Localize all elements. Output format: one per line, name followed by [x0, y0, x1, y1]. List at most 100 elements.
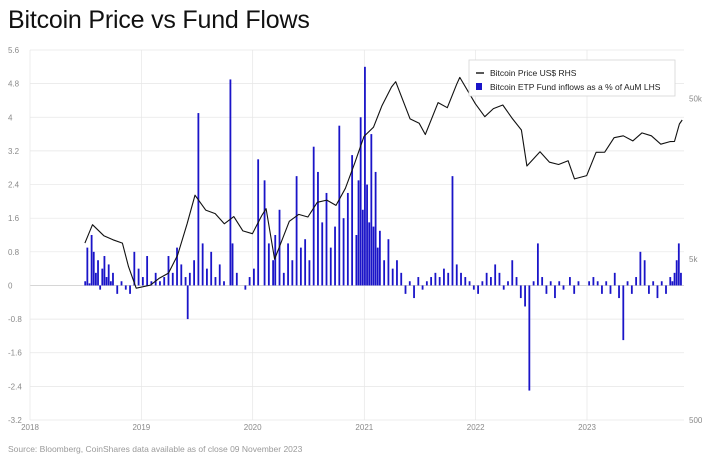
flow-bar: [609, 285, 612, 294]
flow-bar: [312, 146, 315, 286]
flow-bar: [342, 218, 345, 286]
flow-bar: [532, 281, 535, 286]
x-axis: 2018 2019 2020 2021 2022 2023: [21, 423, 596, 432]
flow-bar: [669, 277, 672, 286]
flow-bar: [272, 260, 275, 286]
flow-bar: [481, 281, 484, 286]
flow-bar: [92, 251, 95, 286]
flow-bar: [299, 247, 302, 286]
flow-bar: [201, 243, 204, 286]
flow-bar: [592, 277, 595, 286]
flow-bar: [515, 277, 518, 286]
legend-label-price: Bitcoin Price US$ RHS: [490, 68, 577, 78]
flow-bar: [321, 222, 324, 286]
right-axis: 50k 5k 500: [689, 94, 703, 425]
flow-bar: [387, 239, 390, 286]
flow-bar: [317, 171, 319, 286]
flow-bar: [366, 184, 368, 286]
flow-bar: [626, 281, 629, 286]
x-tick-label: 2021: [355, 423, 373, 432]
flow-bar: [171, 272, 174, 286]
flow-bar: [137, 268, 140, 286]
flow-bar: [490, 277, 492, 286]
flow-bar: [528, 285, 531, 391]
flow-bar: [507, 281, 509, 286]
flow-bar: [186, 285, 189, 320]
flow-bar: [252, 268, 255, 286]
flow-bar: [378, 230, 381, 286]
flow-bar: [99, 285, 102, 290]
flow-bar: [396, 260, 398, 286]
flow-bar: [502, 285, 505, 290]
legend-box: [468, 59, 676, 97]
flow-bar: [485, 272, 488, 286]
x-tick-label: 2023: [578, 423, 596, 432]
flow-bar: [180, 264, 183, 286]
flow-bar: [417, 277, 420, 286]
flow-bar: [274, 235, 277, 286]
flow-bar: [368, 222, 371, 286]
flow-bar: [163, 277, 166, 286]
flow-bar: [263, 180, 266, 286]
flow-bar: [329, 247, 332, 286]
flow-bar: [291, 260, 294, 286]
flow-bar: [639, 251, 642, 286]
flow-bar: [154, 272, 157, 286]
left-tick-label: -3.2: [8, 416, 22, 425]
flow-bar: [105, 277, 108, 286]
flow-bar: [430, 277, 433, 286]
left-tick-label: -0.8: [8, 315, 22, 324]
flow-bar: [618, 285, 620, 299]
flow-bars: [84, 66, 682, 391]
flow-bar: [400, 272, 403, 286]
flow-bar: [545, 285, 548, 294]
flow-bar: [554, 285, 556, 299]
left-axis: 5.6 4.8 4 3.2 2.4 1.6 0.8 0 -0.8 -1.6 -2.4 -3.2: [8, 46, 22, 425]
flow-bar: [596, 281, 599, 286]
flow-bar: [88, 283, 91, 286]
flow-bar: [558, 281, 561, 286]
x-tick-label: 2020: [244, 423, 262, 432]
flow-bar: [613, 272, 616, 286]
flow-bar: [248, 277, 251, 286]
right-tick-label: 5k: [689, 255, 698, 264]
flow-bar: [524, 285, 526, 307]
flow-bar: [605, 281, 608, 286]
flow-bar: [622, 285, 625, 341]
flow-bar: [304, 239, 307, 286]
flow-bar: [146, 256, 149, 286]
flow-bar: [434, 272, 437, 286]
legend: Bitcoin Price US$ RHS Bitcoin ETP Fund i…: [468, 59, 676, 97]
flow-bar: [351, 155, 354, 286]
x-tick-label: 2019: [132, 423, 150, 432]
flow-bar: [562, 285, 565, 290]
flow-bar: [372, 226, 375, 286]
flow-bar: [652, 281, 655, 286]
flow-bar: [464, 277, 467, 286]
flow-bar: [223, 281, 225, 286]
flow-bar: [541, 277, 544, 286]
flow-bar: [295, 176, 298, 286]
flow-bar: [103, 256, 106, 286]
flow-bar: [601, 285, 603, 294]
flow-bar: [383, 260, 386, 286]
flow-bar: [451, 176, 454, 286]
flow-bar: [549, 281, 552, 286]
left-tick-label: 4.8: [8, 80, 20, 89]
flow-bar: [218, 264, 221, 286]
flow-bar: [404, 285, 407, 294]
x-tick-label: 2022: [467, 423, 485, 432]
flow-bar: [184, 277, 187, 286]
flow-bar: [231, 243, 234, 286]
flow-bar: [86, 247, 89, 286]
flow-bar: [176, 247, 178, 286]
flow-bar: [101, 268, 104, 286]
flow-bar: [267, 243, 270, 286]
gridlines: [29, 49, 684, 421]
flow-bar: [338, 125, 341, 286]
flow-bar: [648, 285, 650, 294]
flow-bar: [376, 247, 379, 286]
right-tick-label: 50k: [689, 94, 703, 103]
flow-bar: [477, 285, 479, 294]
